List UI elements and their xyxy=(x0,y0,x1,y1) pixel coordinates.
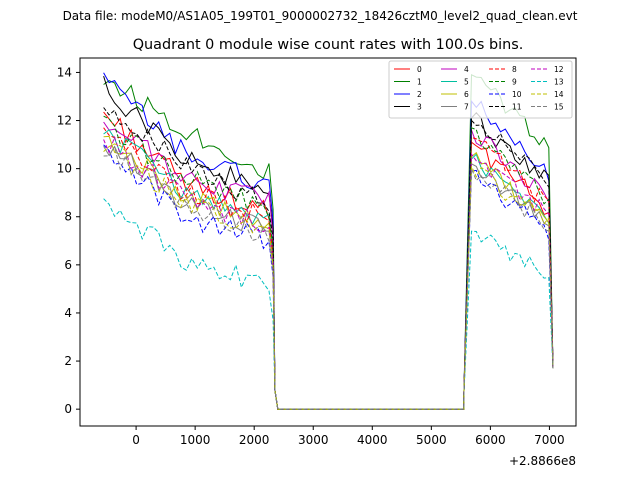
x-tick-label: 4000 xyxy=(357,433,388,447)
legend-label-4: 4 xyxy=(464,65,469,74)
series-line-2 xyxy=(103,72,554,410)
legend-label-7: 7 xyxy=(464,103,469,112)
legend-label-15: 15 xyxy=(554,103,564,112)
x-axis: 0 1000 2000 3000 4000 5000 6000 7000 xyxy=(132,426,565,447)
axes-frame xyxy=(79,57,577,427)
legend-box xyxy=(388,60,573,119)
y-tick-label: 14 xyxy=(57,65,72,79)
x-tick-label: 1000 xyxy=(180,433,211,447)
legend-label-10: 10 xyxy=(512,90,522,99)
series-line-6 xyxy=(103,135,554,410)
x-tick-label: 6000 xyxy=(475,433,506,447)
series-line-15 xyxy=(103,145,554,410)
series-line-7 xyxy=(103,145,554,410)
figure-suptitle: Data file: modeM0/AS1A05_199T01_90000027… xyxy=(63,9,578,23)
legend-label-1: 1 xyxy=(417,78,422,87)
y-tick-label: 10 xyxy=(57,162,72,176)
x-tick-label: 7000 xyxy=(534,433,565,447)
series-line-9 xyxy=(103,115,554,410)
series-line-12 xyxy=(103,135,554,410)
series-line-8 xyxy=(103,127,554,410)
y-tick-label: 12 xyxy=(57,114,72,128)
legend-label-11: 11 xyxy=(512,103,522,112)
axes-background xyxy=(80,58,576,426)
x-tick-label: 0 xyxy=(132,433,140,447)
y-tick-label: 2 xyxy=(64,354,72,368)
x-offset-label: +2.8866e8 xyxy=(509,454,576,468)
legend-label-6: 6 xyxy=(464,90,469,99)
legend-label-5: 5 xyxy=(464,78,469,87)
x-tick-label: 2000 xyxy=(239,433,270,447)
y-tick-label: 0 xyxy=(64,402,72,416)
x-tick-label: 5000 xyxy=(416,433,447,447)
legend-label-0: 0 xyxy=(417,65,422,74)
series-line-0 xyxy=(103,111,554,410)
x-tick-label: 3000 xyxy=(298,433,329,447)
series-line-13 xyxy=(103,198,554,410)
legend-label-8: 8 xyxy=(512,65,517,74)
legend-label-12: 12 xyxy=(554,65,564,74)
series-line-3 xyxy=(103,75,554,410)
legend-label-13: 13 xyxy=(554,78,564,87)
series-line-11 xyxy=(103,107,554,410)
chart-title: Quadrant 0 module wise count rates with … xyxy=(133,37,524,53)
y-tick-label: 6 xyxy=(64,258,72,272)
legend-label-3: 3 xyxy=(417,103,422,112)
y-axis: 0 2 4 6 8 10 12 14 xyxy=(57,65,80,416)
series-line-14 xyxy=(103,143,554,410)
y-tick-label: 4 xyxy=(64,306,72,320)
series-line-4 xyxy=(103,121,554,410)
series-layer xyxy=(103,72,554,410)
legend-label-9: 9 xyxy=(512,78,517,87)
legend-label-14: 14 xyxy=(554,90,564,99)
legend-label-2: 2 xyxy=(417,90,422,99)
plot-area: 0 1000 2000 3000 4000 5000 6000 7000 0246810121… xyxy=(57,57,577,468)
y-tick-label: 8 xyxy=(64,210,72,224)
